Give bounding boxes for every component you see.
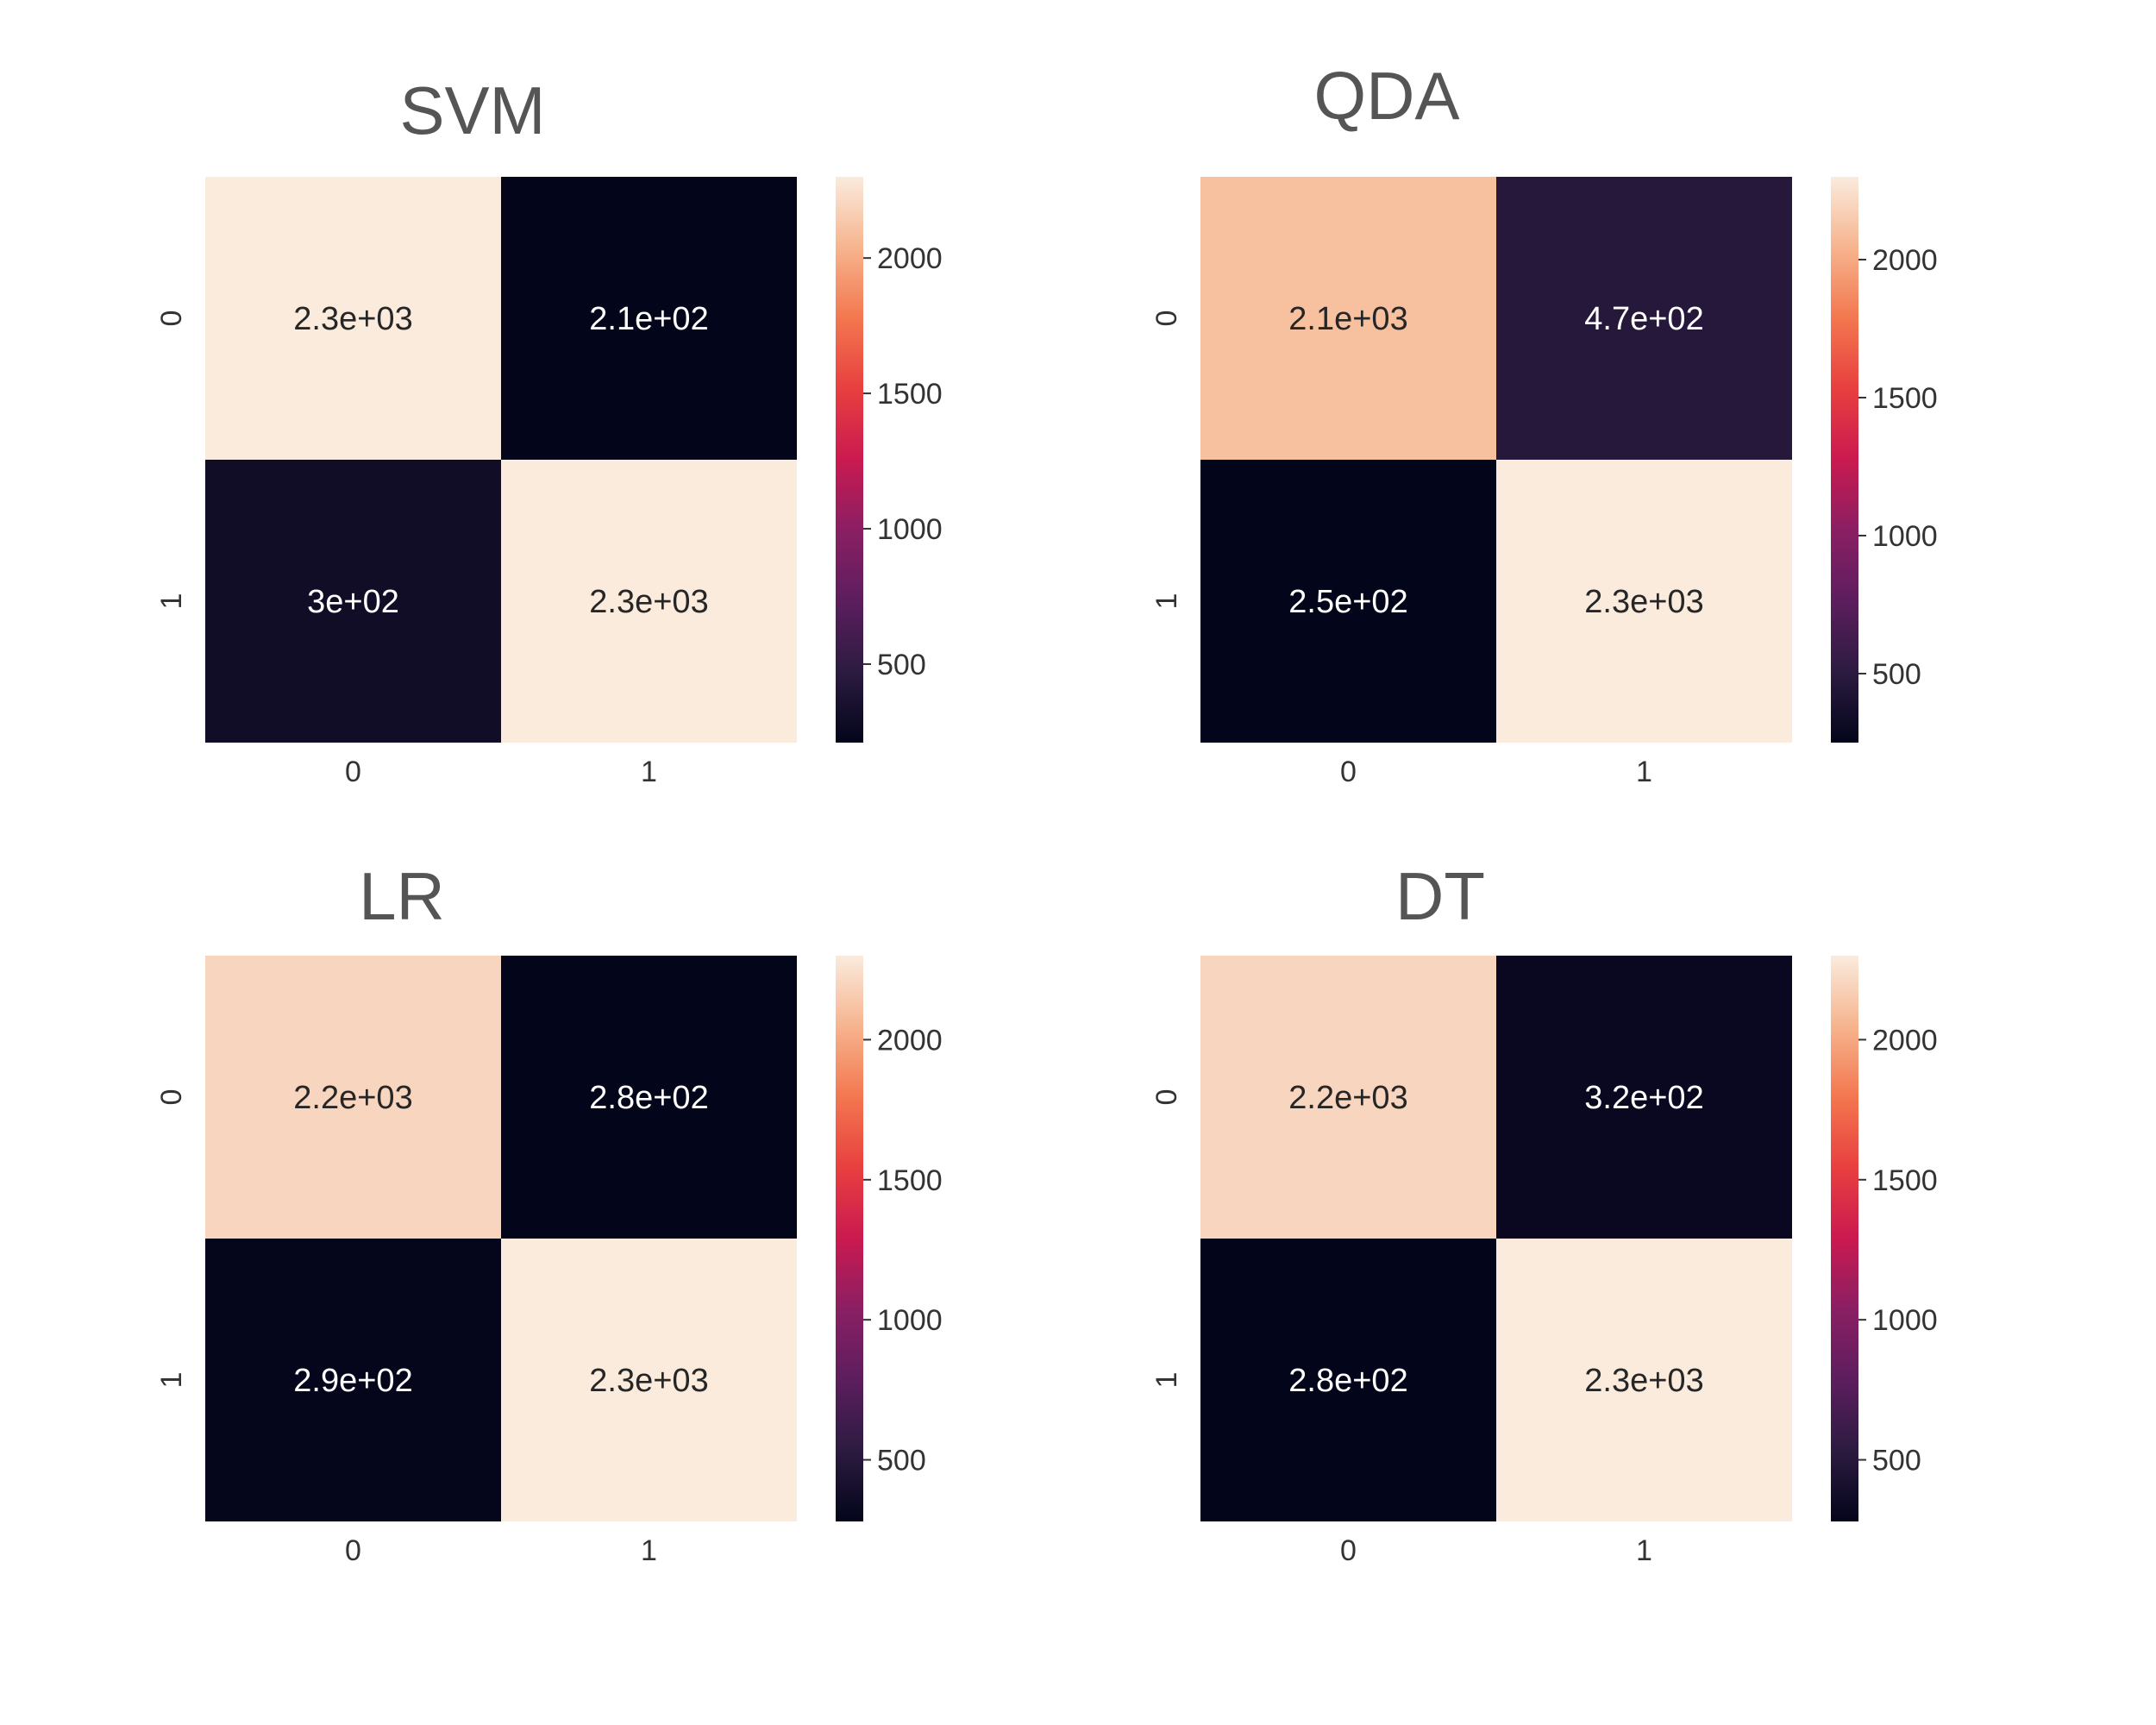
colorbar-tick-label: 500 [877,649,926,681]
colorbar-tick-label: 1500 [1872,382,1938,415]
cell-annotation: 3e+02 [307,584,399,620]
heatmap-panel-lr: LR2.2e+03 2.8e+022.9e+02 2.3e+030 101500100… [155,858,943,1567]
colorbar-tick-label: 2000 [1872,244,1938,277]
heatmap-cell-r0-c1 [1496,956,1792,1239]
x-tick-label: 1 [641,756,657,788]
heatmap-cell-r1-c1 [1496,460,1792,743]
x-tick-label: 0 [345,756,361,788]
colorbar-tick-label: 500 [1872,658,1921,691]
cell-annotation: 2.3e+03 [589,1363,708,1399]
x-tick-label: 0 [345,1534,361,1567]
cell-annotation: 2.8e+02 [1288,1363,1407,1399]
y-tick-label: 0 [1150,310,1183,327]
heatmap-cell-r0-c1 [501,956,797,1239]
cell-annotation: 2.3e+03 [1584,584,1703,620]
heatmap-title: QDA [1313,58,1459,134]
cell-annotation: 3.2e+02 [1584,1080,1703,1116]
colorbar [836,177,863,743]
heatmap-cell-r1-c1 [501,1239,797,1521]
heatmap-cell-r1-c1 [501,460,797,743]
heatmap-title: SVM [399,72,545,148]
heatmap-cell-r0-c1 [1496,177,1792,460]
colorbar-tick-label: 2000 [877,1024,943,1057]
heatmap-title: DT [1395,858,1485,934]
heatmap-panel-dt: DT2.2e+03 3.2e+022.8e+02 2.3e+030 101500100… [1150,858,1938,1567]
cell-annotation: 2.2e+03 [293,1080,412,1116]
colorbar-tick-label: 2000 [877,242,943,275]
y-tick-label: 1 [1150,1372,1183,1389]
cell-annotation: 2.1e+02 [589,301,708,337]
x-tick-label: 0 [1340,1534,1357,1567]
x-tick-label: 1 [1636,756,1652,788]
cell-annotation: 2.1e+03 [1288,301,1407,337]
y-tick-label: 0 [155,310,188,327]
cell-annotation: 2.5e+02 [1288,584,1407,620]
heatmap-title: LR [359,858,445,934]
colorbar-tick-label: 1000 [877,513,943,546]
heatmap-cell-r1-c0 [1200,1239,1496,1521]
y-tick-label: 0 [155,1089,188,1106]
colorbar [1831,956,1858,1521]
x-tick-label: 1 [641,1534,657,1567]
x-tick-label: 0 [1340,756,1357,788]
cell-annotation: 2.3e+03 [1584,1363,1703,1399]
cell-annotation: 4.7e+02 [1584,301,1703,337]
heatmap-cell-r0-c0 [205,956,501,1239]
x-tick-label: 1 [1636,1534,1652,1567]
colorbar-tick-label: 1500 [877,1164,943,1197]
heatmap-cell-r1-c0 [1200,460,1496,743]
cell-annotation: 2.3e+03 [589,584,708,620]
colorbar-tick-label: 2000 [1872,1024,1938,1057]
heatmap-cell-r0-c0 [1200,177,1496,460]
y-tick-label: 0 [1150,1089,1183,1106]
heatmap-cell-r0-c1 [501,177,797,460]
colorbar-tick-label: 1000 [1872,1304,1938,1337]
y-tick-label: 1 [1150,593,1183,610]
colorbar-tick-label: 1500 [1872,1164,1938,1197]
y-tick-label: 1 [155,1372,188,1389]
heatmap-cell-r0-c0 [1200,956,1496,1239]
heatmap-cell-r1-c0 [205,1239,501,1521]
cell-annotation: 2.3e+03 [293,301,412,337]
heatmap-cell-r1-c0 [205,460,501,743]
colorbar-tick-label: 1500 [877,378,943,411]
heatmap-cell-r1-c1 [1496,1239,1792,1521]
cell-annotation: 2.8e+02 [589,1080,708,1116]
heatmap-cell-r0-c0 [205,177,501,460]
colorbar-tick-label: 1000 [877,1304,943,1337]
y-tick-label: 1 [155,593,188,610]
colorbar-tick-label: 500 [877,1445,926,1477]
cell-annotation: 2.9e+02 [293,1363,412,1399]
colorbar-tick-label: 1000 [1872,520,1938,553]
colorbar [1831,177,1858,743]
cell-annotation: 2.2e+03 [1288,1080,1407,1116]
colorbar [836,956,863,1521]
colorbar-tick-label: 500 [1872,1445,1921,1477]
